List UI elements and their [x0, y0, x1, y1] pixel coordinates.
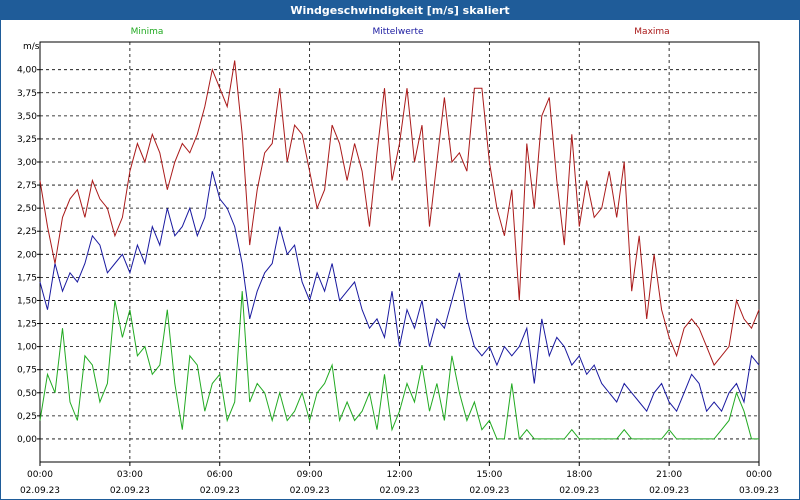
x-tick-time-label: 00:00	[27, 470, 53, 480]
legend-entry-maxima: Maxima	[634, 27, 669, 37]
y-tick-label: 1,75	[17, 273, 37, 283]
y-tick-label: 0,50	[17, 389, 37, 399]
x-tick-time-label: 18:00	[566, 470, 592, 480]
y-tick-label: 3,25	[17, 135, 37, 145]
y-tick-label: 0,00	[17, 435, 37, 445]
y-axis: 0,00 0,25 0,50 0,75 1,00 1,25 1,50 1,75 2,00 2,25…	[17, 66, 40, 445]
y-tick-label: 0,75	[17, 366, 37, 376]
legend: Minima Mittelwerte Maxima	[131, 27, 670, 37]
x-tick-time-label: 21:00	[656, 470, 682, 480]
x-tick-date-label: 03.09.23	[739, 486, 779, 496]
x-tick-time-label: 03:00	[117, 470, 143, 480]
wind-speed-chart: 0,00 0,25 0,50 0,75 1,00 1,25 1,50 1,75 2,00 2,25…	[17, 27, 779, 496]
y-tick-label: 2,25	[17, 227, 37, 237]
x-axis: 00:00 02.09.23 03:00 02.09.23 06:00 02.09.23 0…	[20, 462, 779, 496]
y-tick-label: 2,75	[17, 181, 37, 191]
y-axis-label: m/s	[23, 42, 40, 52]
x-tick-date-label: 02.09.23	[200, 486, 240, 496]
y-tick-label: 3,50	[17, 112, 37, 122]
x-tick-time-label: 00:00	[746, 470, 772, 480]
legend-entry-minima: Minima	[131, 27, 164, 37]
y-tick-label: 4,00	[17, 66, 37, 76]
x-tick-date-label: 02.09.23	[290, 486, 330, 496]
x-tick-date-label: 02.09.23	[20, 486, 60, 496]
x-tick-date-label: 02.09.23	[559, 486, 599, 496]
x-tick-date-label: 02.09.23	[110, 486, 150, 496]
y-tick-label: 1,25	[17, 320, 37, 330]
x-tick-date-label: 02.09.23	[469, 486, 509, 496]
y-tick-label: 2,00	[17, 250, 37, 260]
x-tick-time-label: 06:00	[207, 470, 233, 480]
legend-entry-mittelwerte: Mittelwerte	[372, 27, 423, 37]
series-line-mittelwerte	[39, 171, 760, 413]
grid	[40, 42, 759, 462]
x-tick-time-label: 15:00	[476, 470, 502, 480]
x-tick-time-label: 09:00	[297, 470, 323, 480]
x-tick-date-label: 02.09.23	[649, 486, 689, 496]
y-tick-label: 1,50	[17, 296, 37, 306]
y-tick-label: 2,50	[17, 204, 37, 214]
series-line-maxima	[39, 60, 760, 367]
x-tick-date-label: 02.09.23	[379, 486, 419, 496]
window-title: Windgeschwindigkeit [m/s] skaliert	[1, 1, 799, 20]
series-lines	[39, 60, 760, 441]
y-tick-label: 3,00	[17, 158, 37, 168]
x-tick-time-label: 12:00	[387, 470, 413, 480]
series-line-minima	[39, 291, 759, 441]
y-tick-label: 3,75	[17, 89, 37, 99]
y-tick-label: 0,25	[17, 412, 37, 422]
y-tick-label: 1,00	[17, 343, 37, 353]
